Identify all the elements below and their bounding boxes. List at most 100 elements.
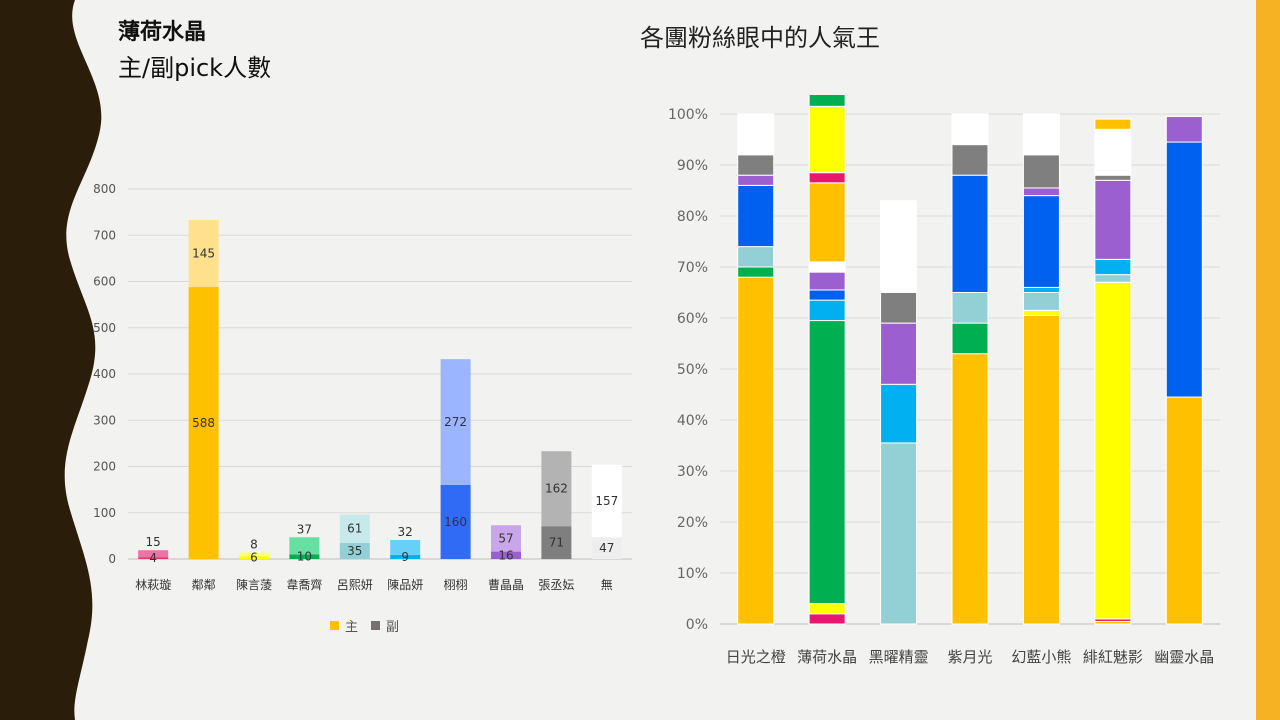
x-tick-label: 陳言蔆 xyxy=(236,578,272,592)
bar-segment xyxy=(737,174,775,186)
y-tick-label: 600 xyxy=(93,275,116,289)
x-tick-label: 緋紅魅影 xyxy=(1083,648,1143,666)
bar-sub xyxy=(239,552,269,557)
data-label-main: 71 xyxy=(549,536,564,550)
bar-main xyxy=(138,557,169,559)
x-tick-label: 幻藍小熊 xyxy=(1011,648,1071,666)
x-tick-label: 張丞妘 xyxy=(538,578,574,592)
y-tick-label: 90% xyxy=(677,158,708,174)
bar-sub xyxy=(289,537,320,555)
y-tick-label: 40% xyxy=(677,413,708,429)
data-label-sub: 157 xyxy=(595,494,618,508)
bar-segment xyxy=(737,154,775,176)
x-tick-label: 林萩璇 xyxy=(135,577,171,592)
right-percent-stacked-bar-chart: 0% 10% 20% 30% 40% 50% 60% 70% 80% 90% 100% 日光之橙 薄荷水… xyxy=(668,95,1220,666)
bar-sub xyxy=(390,540,421,555)
bar-segment xyxy=(880,292,918,324)
data-label-sub: 15 xyxy=(146,535,161,549)
bar-segment xyxy=(951,113,989,146)
y-tick-label: 70% xyxy=(677,260,708,276)
x-tick-label: 韋喬齊 xyxy=(286,578,322,592)
bar-sub xyxy=(138,550,169,558)
x-tick-label: 幽靈水晶 xyxy=(1154,648,1214,666)
bar-segment xyxy=(808,271,846,291)
bar-segment xyxy=(1094,174,1132,181)
data-label-main: 160 xyxy=(444,515,467,529)
x-tick-label: 紫月光 xyxy=(947,648,992,666)
bar-main xyxy=(491,551,521,559)
x-tick-label: 黑曜精靈 xyxy=(869,648,929,666)
y-tick-label: 0 xyxy=(108,552,116,566)
y-tick-label: 0% xyxy=(686,617,708,633)
x-tick-label: 鄰鄰 xyxy=(192,577,216,592)
bar-segment xyxy=(951,144,989,176)
bar-segment xyxy=(1094,258,1132,276)
data-label-main: 47 xyxy=(599,541,614,555)
x-tick-label: 呂熙妍 xyxy=(337,578,373,592)
bar-sub xyxy=(541,451,572,527)
bar-segment xyxy=(880,322,918,385)
page-title: 薄荷水晶 xyxy=(118,20,207,45)
bar-segment xyxy=(1022,314,1060,625)
data-label-main: 9 xyxy=(401,550,409,564)
bar-main xyxy=(541,526,572,559)
data-label-main: 588 xyxy=(192,416,215,430)
data-label-main: 16 xyxy=(498,548,513,562)
y-tick-label: 30% xyxy=(677,464,708,480)
bar-main xyxy=(591,537,622,559)
bar-segment xyxy=(1022,292,1060,311)
data-label-sub: 61 xyxy=(347,522,362,536)
bar-segment xyxy=(1094,274,1132,283)
bar-segment xyxy=(880,200,918,293)
x-tick-label: 日光之橙 xyxy=(726,648,786,666)
legend-swatch-sub xyxy=(371,621,380,630)
decorative-right-bar xyxy=(1256,0,1280,720)
data-label-main: 4 xyxy=(149,551,157,565)
bar-segment xyxy=(1022,286,1060,293)
y-tick-label: 200 xyxy=(93,460,116,474)
bar-segment xyxy=(737,276,775,625)
bar-segment xyxy=(808,95,846,107)
bar-segment xyxy=(951,292,989,324)
bar-segment xyxy=(1165,116,1203,143)
bar-segment xyxy=(808,261,846,273)
data-label-sub: 272 xyxy=(444,415,467,429)
bar-segment xyxy=(951,353,989,625)
y-tick-label: 400 xyxy=(93,367,116,381)
left-stacked-bar-chart: 0 100 200 300 400 500 600 700 800 4 15 林萩璇 588 145 鄰鄰 6… xyxy=(93,182,632,635)
bar-main xyxy=(440,485,471,559)
bar-main xyxy=(239,556,269,559)
x-tick-label: 曹晶晶 xyxy=(488,578,524,592)
bar-segment xyxy=(737,113,775,156)
x-tick-label: 薄荷水晶 xyxy=(797,648,857,666)
bar-segment xyxy=(1094,128,1132,176)
bar-main xyxy=(339,542,370,559)
bar-segment xyxy=(737,266,775,278)
bar-segment xyxy=(737,184,775,248)
x-tick-label: 栩栩 xyxy=(444,577,468,592)
bar-sub xyxy=(339,514,370,543)
bar-segment xyxy=(1165,396,1203,625)
bar-segment xyxy=(1094,179,1132,260)
bar-main xyxy=(289,554,320,559)
data-label-sub: 32 xyxy=(398,525,413,539)
y-tick-label: 60% xyxy=(677,311,708,327)
bar-segment xyxy=(808,299,846,322)
bar-segment xyxy=(808,320,846,605)
y-tick-label: 80% xyxy=(677,209,708,225)
data-label-sub: 37 xyxy=(297,522,312,536)
bar-segment xyxy=(880,442,918,625)
bar-segment xyxy=(1022,309,1060,316)
data-label-sub: 145 xyxy=(192,247,215,261)
y-tick-label: 100% xyxy=(668,107,708,123)
decorative-wave-border xyxy=(0,0,130,720)
right-chart-title: 各團粉絲眼中的人氣王 xyxy=(640,24,880,52)
bar-segment xyxy=(1094,118,1132,130)
data-label-main: 6 xyxy=(250,551,258,565)
bar-segment xyxy=(1165,141,1203,398)
data-label-sub: 57 xyxy=(498,531,513,545)
legend-label-sub: 副 xyxy=(386,620,399,635)
bar-sub xyxy=(188,219,219,288)
x-tick-label: 無 xyxy=(601,577,613,592)
bar-segment xyxy=(1022,195,1060,288)
